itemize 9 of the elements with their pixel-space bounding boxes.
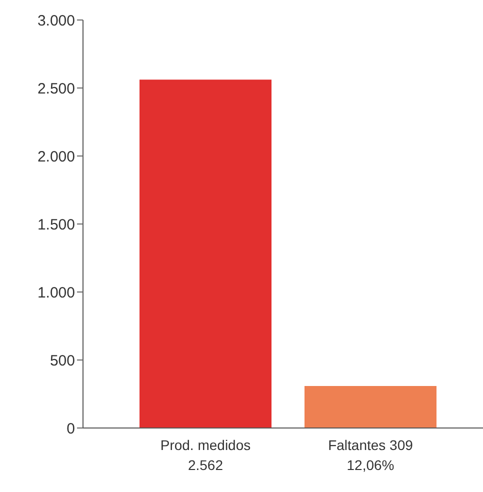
y-tick-label: 2.000 [37,148,75,166]
x-tick-label: Prod. medidos 2.562 [160,437,251,473]
y-tick-label: 500 [50,352,75,370]
y-tick-label: 1.500 [37,216,75,234]
y-tick-label: 0 [66,420,75,438]
y-tick-label: 2.500 [37,80,75,98]
y-tick-label: 1.000 [37,284,75,302]
y-tick-label: 3.000 [37,12,75,30]
x-tick-label: Faltantes 309 12,06% [328,437,414,473]
